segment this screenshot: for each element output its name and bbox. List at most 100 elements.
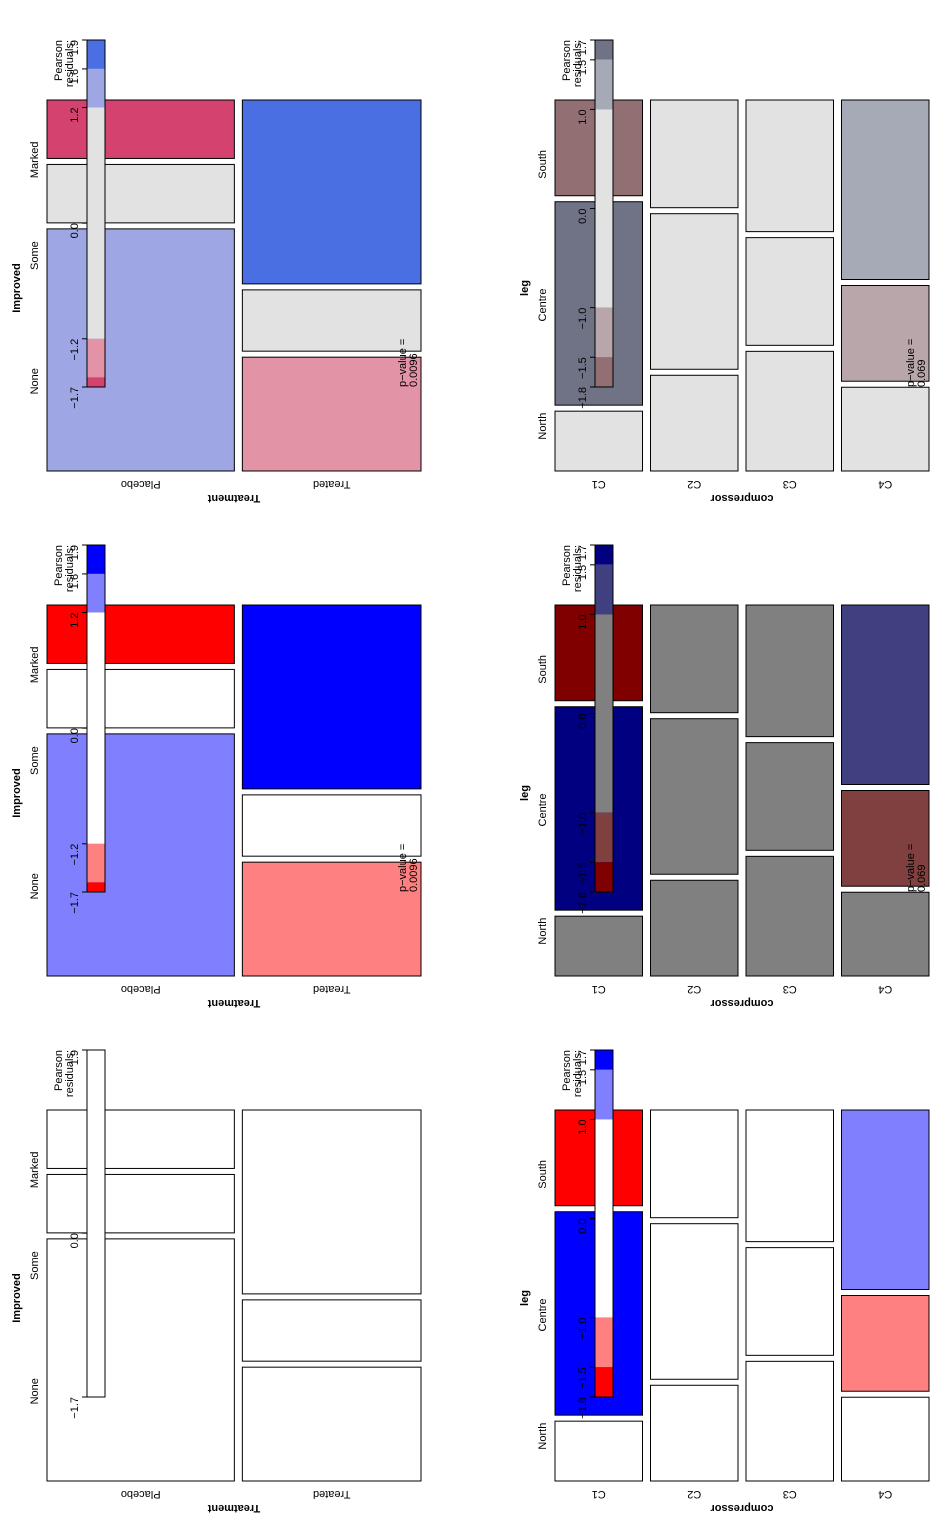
legend-tick-label-7: −1.8 [577,892,589,914]
legend-tick-label-6: −1.7 [69,387,81,409]
col-label-none: None [29,873,41,899]
tile-c2-centre [650,213,739,370]
tile-c1-north [554,410,643,472]
col-label-north: North [537,1423,549,1450]
tile-c3-south [745,1109,834,1243]
row-label-c2: C2 [687,983,701,995]
mosaic-panel-2: Placebo Treated Treatment None Some Marked Imp… [11,544,422,1009]
row-label-c1: C1 [592,983,606,995]
legend-title-line-2: residuals: [572,40,584,87]
col-variable-title: leg [519,1290,531,1306]
legend-tick-label-3: 1.2 [69,107,81,122]
legend-tick-label-4: 0.0 [577,209,589,224]
col-label-some: Some [29,1251,41,1280]
legend-band-5 [87,882,105,892]
legend-band-5 [595,1367,613,1397]
row-label-treated: Treated [313,478,351,490]
tile-c2-north [650,374,739,472]
mosaic-panel-6: C1 C2 C3 C4 compressor North Centre South leg 1.7… [519,39,930,504]
tile-placebo-marked [46,604,235,664]
row-variable-title: Treatment [207,492,260,504]
pvalue-line-2: 0.0096 [408,353,420,387]
legend-title-line-1: Pearson [53,545,65,586]
legend-band-1 [595,40,613,60]
tile-c4-centre [841,1295,930,1392]
col-label-marked: Marked [29,646,41,683]
row-variable-title: Treatment [207,997,260,1009]
legend-tick-label-1: 1.9 [69,545,81,560]
row-label-c4: C4 [878,478,892,490]
legend-band-5 [595,357,613,387]
row-label-c1: C1 [592,1488,606,1500]
legend-tick-label-3: 1.2 [69,612,81,627]
legend-bar-frame [594,544,614,893]
legend-tick-label-2: 1.6 [69,574,81,589]
legend-bar-frame [594,1049,614,1398]
tile-placebo-marked [46,1109,235,1169]
col-label-centre: Centre [537,793,549,826]
tile-placebo-marked [46,99,235,159]
col-label-none: None [29,368,41,394]
legend-tick-label-2: 1.5 [577,565,589,580]
tile-c2-centre [650,718,739,875]
row-variable-title: compressor [710,492,774,504]
row-label-c1: C1 [592,478,606,490]
legend-band-2 [87,68,105,108]
mosaic-panel-5: C1 C2 C3 C4 compressor North Centre South leg 1.7… [519,544,930,1009]
row-variable-title: compressor [710,1502,774,1514]
col-variable-title: leg [519,280,531,296]
col-label-north: North [537,918,549,945]
tile-c2-north [650,879,739,977]
mosaic-panel-3: Placebo Treated Treatment None Some Marked Imp… [11,39,422,504]
tile-c1-north [554,915,643,977]
tile-placebo-some [46,668,235,729]
pvalue-line-2: 0.069 [916,864,928,892]
legend-tick-label-6: −1.5 [577,357,589,379]
tile-treated-marked [241,1109,422,1295]
legend-title-line-2: residuals: [64,1050,76,1097]
row-variable-title: Treatment [207,1502,260,1514]
row-label-c4: C4 [878,1488,892,1500]
legend-band-3 [87,107,105,339]
tile-c2-north [650,1384,739,1482]
tile-c4-south [841,604,930,785]
legend-band-1 [87,40,105,69]
col-label-south: South [537,655,549,684]
legend-tick-label-5: −1.2 [69,844,81,866]
tile-c3-centre [745,742,834,851]
pvalue-line-1: p−value = [905,844,917,892]
legend-tick-label-6: −1.7 [69,892,81,914]
tile-c2-centre [650,1223,739,1380]
pvalue-line-1: p−value = [397,844,409,892]
col-variable-title: Improved [11,768,23,818]
legend-band-3 [87,612,105,844]
legend-tick-label-3: 1.0 [577,614,589,629]
legend-title-line-1: Pearson [53,40,65,81]
tile-treated-none [241,1366,422,1482]
tile-treated-some [241,289,422,352]
legend-band-5 [87,377,105,387]
legend-tick-label-5: −1.2 [69,339,81,361]
legend-tick-label-1: 1.7 [577,1050,589,1065]
mosaic-panel-4: C1 C2 C3 C4 compressor North Centre South leg 1.7… [519,1049,930,1514]
legend-bar-frame [86,1049,106,1398]
legend-bar-frame [86,39,106,388]
row-label-c3: C3 [783,478,797,490]
legend-tick-label-2: 1.5 [577,1070,589,1085]
tile-c4-north [841,1396,930,1482]
legend-tick-label-4: 0.0 [69,728,81,743]
tile-c3-centre [745,1247,834,1356]
tile-c3-south [745,99,834,233]
legend-tick-label-4: 0.0 [69,223,81,238]
legend-band-4 [595,307,613,358]
legend-band-4 [87,338,105,378]
legend-band-3 [595,1119,613,1318]
pvalue-line-2: 0.069 [916,359,928,387]
tile-c3-north [745,1360,834,1482]
tile-c3-south [745,604,834,738]
legend-tick-label-7: −1.8 [577,1397,589,1419]
tile-placebo-some [46,1173,235,1234]
legend-band-4 [595,812,613,863]
